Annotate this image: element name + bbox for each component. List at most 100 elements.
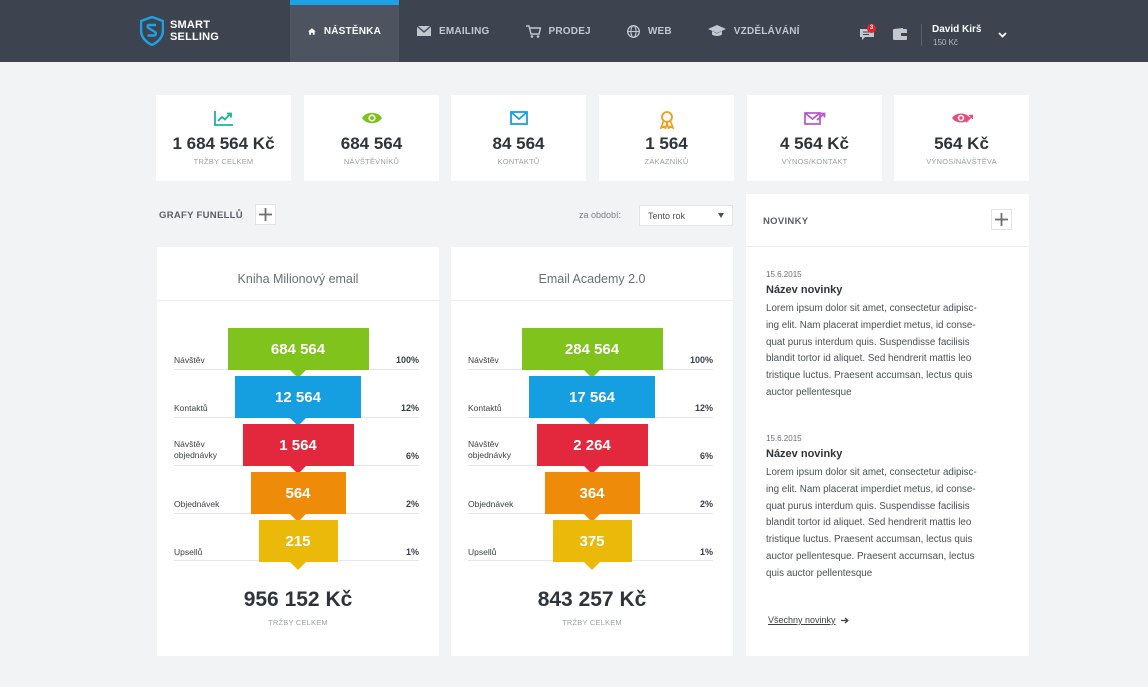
funnel-bar-value: 564 (285, 484, 311, 502)
funnel-bar[interactable]: 564 (250, 472, 346, 522)
funnel-bar[interactable]: 684 564 (227, 328, 369, 378)
funnel-row-label: Upsellů (174, 547, 203, 557)
funnel-bar-value: 2 264 (573, 436, 611, 454)
funnel-bar-value: 215 (285, 532, 311, 550)
funnel-arrow (290, 562, 306, 570)
nav-label: NÁSTĚNKA (323, 25, 381, 37)
stat-value: 84 564 (492, 134, 545, 153)
nav-item-education[interactable]: VZDĚLÁVÁNÍ (690, 0, 818, 62)
funnel-bar[interactable]: 1 564 (242, 424, 354, 474)
funnel-bar[interactable]: 364 (544, 472, 640, 522)
plus-icon (995, 213, 1008, 226)
funnels-section-title: GRAFY FUNELLŮ (159, 210, 243, 221)
funnel-row-percent: 12% (694, 403, 713, 413)
news-item-title[interactable]: Název novinky (766, 448, 843, 460)
funnel-row-label: Kontaktů (174, 403, 208, 413)
funnel-bar-value: 364 (579, 484, 605, 502)
funnel-bar[interactable]: 284 564 (521, 328, 663, 378)
funnel-total-label: TRŽBY CELKEM (562, 618, 622, 627)
nav-label: WEB (647, 25, 672, 37)
funnel-title: Email Academy 2.0 (538, 272, 646, 286)
funnel-row-label: Kontaktů (468, 403, 502, 413)
funnel-row-percent: 100% (395, 355, 419, 365)
all-news-label: Všechny novinky (768, 615, 836, 625)
funnel-total-label: TRŽBY CELKEM (268, 618, 328, 627)
envelope-icon (509, 111, 528, 125)
nav-item-dashboard[interactable]: NÁSTĚNKA (290, 0, 399, 62)
stat-value: 564 Kč (934, 134, 989, 153)
period-select-value: Tento rok (648, 211, 686, 221)
funnel-arrow (290, 466, 306, 474)
stat-card-revenue: 1 684 564 Kč TRŽBY CELKEM (156, 95, 291, 181)
news-date: 15.6.2015 (766, 434, 802, 443)
all-news-link[interactable]: Všechny novinky (768, 615, 849, 625)
funnel-arrow (584, 466, 600, 474)
stat-label: KONTAKTŮ (497, 157, 540, 166)
news-item-body: Lorem ipsum dolor sit amet, consectetur … (766, 467, 977, 579)
plus-icon (259, 208, 272, 221)
funnel-bar-value: 1 564 (279, 436, 317, 454)
funnel-row-percent: 6% (405, 451, 419, 461)
funnel-total: 843 257 Kč (537, 588, 647, 611)
nav-label: EMAILING (439, 25, 490, 37)
stat-card-contacts: 84 564 KONTAKTŮ (451, 95, 586, 181)
stat-value: 684 564 (340, 134, 403, 153)
caret-down-icon (718, 213, 724, 218)
brand-line2: SELLING (170, 31, 220, 43)
funnel-bar[interactable]: 17 564 (529, 376, 655, 426)
period-select[interactable]: Tento rok (639, 205, 733, 226)
funnel-bar[interactable]: 2 264 (536, 424, 648, 474)
funnel-arrow (290, 418, 306, 426)
user-name[interactable]: David Kirš (932, 24, 982, 35)
nav-item-sales[interactable]: PRODEJ (508, 0, 609, 62)
chart-up-icon (213, 111, 233, 126)
funnel-total: 956 152 Kč (243, 588, 353, 611)
home-icon (308, 27, 316, 35)
funnel-arrow (584, 562, 600, 570)
add-funnel-button[interactable] (255, 204, 276, 225)
news-item-title[interactable]: Název novinky (766, 284, 843, 296)
funnel-bar[interactable]: 12 564 (235, 376, 361, 426)
funnel-arrow (584, 418, 600, 426)
stat-label: VÝNOS/NÁVŠTĚVA (926, 157, 997, 166)
brand-line1: SMART (170, 19, 211, 31)
nav-label: VZDĚLÁVÁNÍ (733, 25, 800, 37)
envelope-arrow-icon (803, 112, 825, 125)
period-label: za období: (579, 210, 622, 220)
funnel-card: Kniha Milionový email 956 152 Kč TRŽBY C… (157, 247, 439, 656)
funnel-bar-value: 375 (579, 532, 605, 550)
eye-icon (361, 112, 382, 124)
wallet-icon[interactable] (893, 28, 907, 40)
graduation-cap-icon (707, 25, 726, 36)
stat-value: 4 564 Kč (780, 134, 849, 153)
funnel-arrow (584, 370, 600, 378)
funnel-bar-value: 12 564 (275, 388, 321, 406)
nav-item-emailing[interactable]: EMAILING (399, 0, 508, 62)
nav-item-web[interactable]: WEB (609, 0, 690, 62)
eye-arrow-icon (951, 113, 973, 123)
divider (746, 246, 1029, 247)
funnel-row-label: Návštěv objednávky (174, 439, 218, 460)
funnel-bar[interactable]: 375 (552, 520, 632, 570)
news-item-body: Lorem ipsum dolor sit amet, consectetur … (766, 303, 977, 398)
divider (451, 300, 733, 301)
stat-card-customers: 1 564 ZÁKAZNÍKŮ (599, 95, 734, 181)
main-nav: NÁSTĚNKA EMAILING PRODEJ WEB VZDĚLÁVÁNÍ (290, 0, 818, 62)
notification-badge: 3 (867, 24, 876, 33)
funnel-bar-value: 17 564 (569, 388, 615, 406)
stat-card-revenue-per-visit: 564 Kč VÝNOS/NÁVŠTĚVA (894, 95, 1029, 181)
funnel-row-percent: 2% (699, 499, 713, 509)
chevron-down-icon[interactable] (998, 32, 1007, 38)
funnel-row-percent: 12% (400, 403, 419, 413)
funnel-row-label: Návštěv objednávky (468, 439, 512, 460)
award-icon (659, 111, 674, 129)
logo[interactable]: SMART SELLING (140, 16, 219, 46)
funnel-row-percent: 6% (699, 451, 713, 461)
divider (921, 24, 922, 46)
globe-icon (626, 24, 640, 38)
funnel-row-label: Upsellů (468, 547, 497, 557)
add-news-button[interactable] (991, 209, 1012, 230)
funnel-row-label: Návštěv (468, 355, 499, 365)
funnel-bar[interactable]: 215 (258, 520, 338, 570)
funnel-arrow (290, 514, 306, 522)
